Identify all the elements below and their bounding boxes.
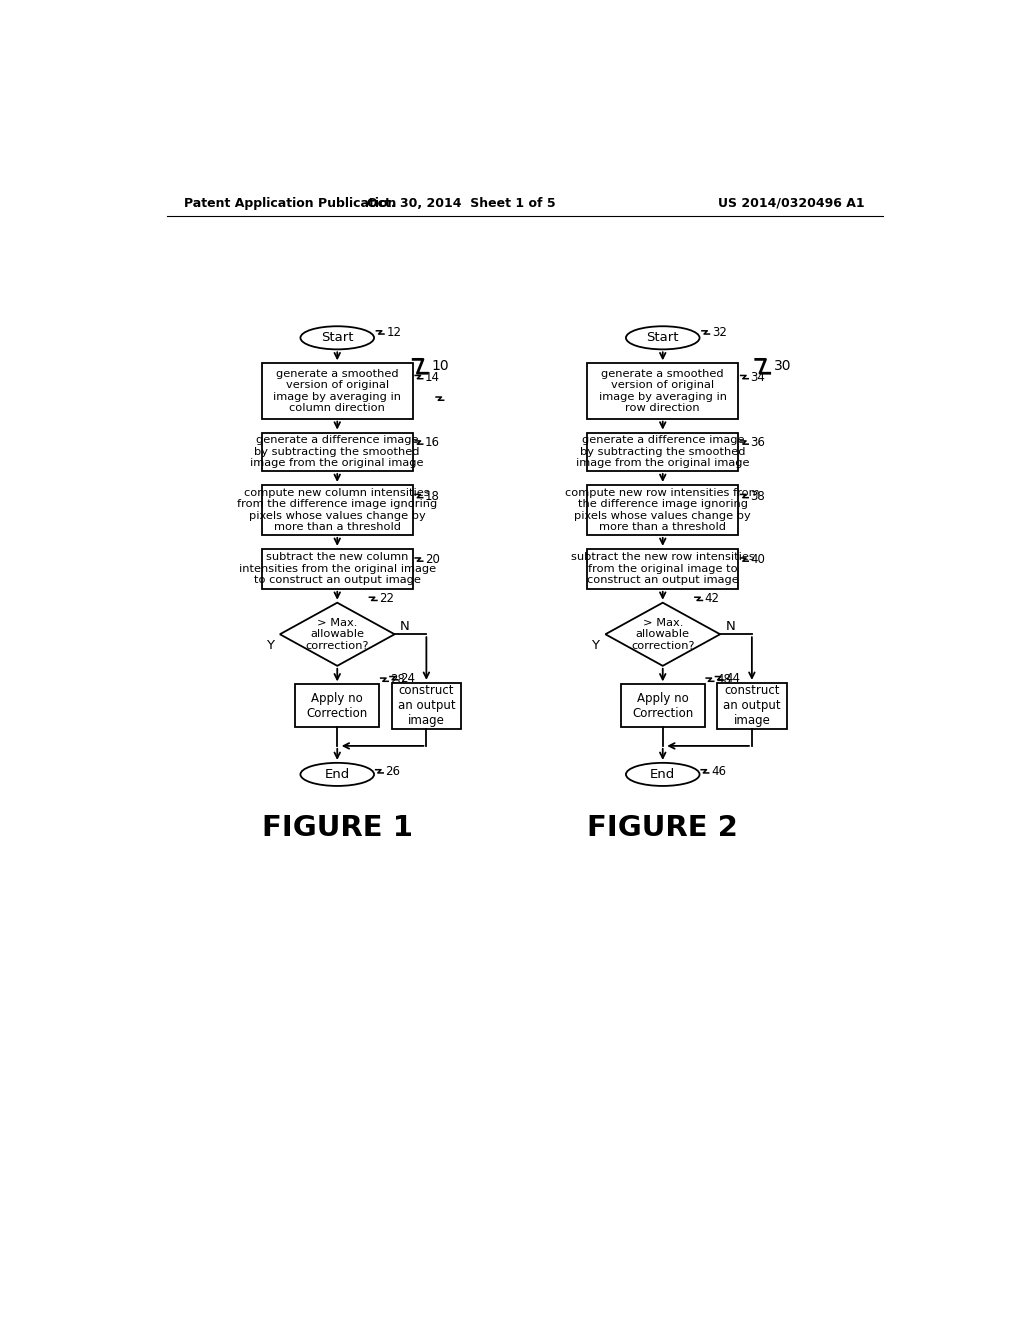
Polygon shape: [280, 603, 394, 665]
Bar: [587, 549, 738, 589]
Text: generate a smoothed
version of original
image by averaging in
column direction: generate a smoothed version of original …: [273, 368, 401, 413]
Bar: [717, 682, 786, 729]
Text: 48: 48: [716, 673, 731, 686]
Bar: [587, 484, 738, 535]
Text: subtract the new row intensities
from the original image to
construct an output : subtract the new row intensities from th…: [570, 552, 755, 585]
Text: Apply no
Correction: Apply no Correction: [632, 692, 693, 719]
Text: 18: 18: [425, 490, 440, 503]
Text: Start: Start: [646, 331, 679, 345]
Bar: [262, 549, 413, 589]
Text: 26: 26: [385, 764, 400, 777]
Bar: [391, 682, 461, 729]
Text: 42: 42: [705, 593, 720, 606]
Text: Apply no
Correction: Apply no Correction: [306, 692, 368, 719]
Text: > Max.
allowable
correction?: > Max. allowable correction?: [631, 618, 694, 651]
Text: N: N: [400, 620, 410, 634]
Text: 36: 36: [751, 436, 765, 449]
Text: Patent Application Publication: Patent Application Publication: [183, 197, 396, 210]
Text: > Max.
allowable
correction?: > Max. allowable correction?: [305, 618, 369, 651]
Text: 22: 22: [379, 593, 394, 606]
Text: compute new row intensities from
the difference image ignoring
pixels whose valu: compute new row intensities from the dif…: [565, 487, 760, 532]
Text: subtract the new column
intensities from the original image
to construct an outp: subtract the new column intensities from…: [239, 552, 436, 585]
Ellipse shape: [300, 326, 374, 350]
Text: FIGURE 1: FIGURE 1: [262, 814, 413, 842]
Bar: [262, 433, 413, 471]
Text: Y: Y: [265, 639, 273, 652]
Text: 34: 34: [751, 371, 765, 384]
Text: 10: 10: [431, 359, 449, 374]
Text: compute new column intensities
from the difference image ignoring
pixels whose v: compute new column intensities from the …: [238, 487, 437, 532]
Text: Start: Start: [321, 331, 353, 345]
Text: 44: 44: [725, 672, 740, 685]
Text: US 2014/0320496 A1: US 2014/0320496 A1: [718, 197, 864, 210]
Text: 28: 28: [390, 673, 406, 686]
Bar: [621, 684, 705, 727]
Bar: [587, 433, 738, 471]
Text: 32: 32: [712, 326, 727, 339]
Bar: [262, 484, 413, 535]
Text: 38: 38: [751, 490, 765, 503]
Text: 30: 30: [773, 359, 792, 374]
Text: 16: 16: [425, 436, 440, 449]
Text: 40: 40: [751, 553, 765, 566]
Text: 12: 12: [386, 326, 401, 339]
Text: generate a smoothed
version of original
image by averaging in
row direction: generate a smoothed version of original …: [599, 368, 727, 413]
Bar: [587, 363, 738, 418]
Text: construct
an output
image: construct an output image: [723, 684, 780, 727]
Text: N: N: [726, 620, 735, 634]
Text: construct
an output
image: construct an output image: [397, 684, 456, 727]
Bar: [262, 363, 413, 418]
Text: 14: 14: [425, 371, 440, 384]
Text: generate a difference image
by subtracting the smoothed
image from the original : generate a difference image by subtracti…: [575, 436, 750, 469]
Text: 24: 24: [399, 672, 415, 685]
Ellipse shape: [626, 326, 699, 350]
Text: End: End: [650, 768, 676, 781]
Bar: [295, 684, 379, 727]
Ellipse shape: [300, 763, 374, 785]
Text: Oct. 30, 2014  Sheet 1 of 5: Oct. 30, 2014 Sheet 1 of 5: [367, 197, 556, 210]
Text: generate a difference image
by subtracting the smoothed
image from the original : generate a difference image by subtracti…: [251, 436, 424, 469]
Text: FIGURE 2: FIGURE 2: [588, 814, 738, 842]
Text: 20: 20: [425, 553, 440, 566]
Ellipse shape: [626, 763, 699, 785]
Polygon shape: [605, 603, 720, 665]
Text: 46: 46: [711, 764, 726, 777]
Text: Y: Y: [591, 639, 599, 652]
Text: End: End: [325, 768, 350, 781]
